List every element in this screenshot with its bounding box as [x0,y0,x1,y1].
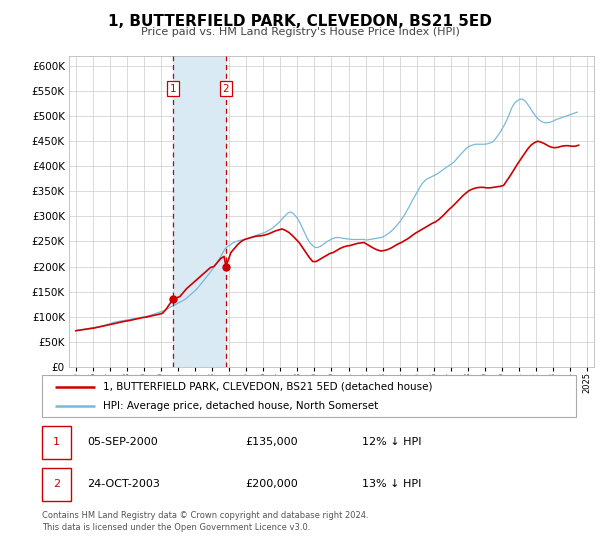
Text: £200,000: £200,000 [245,479,298,489]
Text: 1: 1 [53,437,60,447]
Text: 1, BUTTERFIELD PARK, CLEVEDON, BS21 5ED (detached house): 1, BUTTERFIELD PARK, CLEVEDON, BS21 5ED … [103,381,433,391]
Text: Contains HM Land Registry data © Crown copyright and database right 2024.
This d: Contains HM Land Registry data © Crown c… [42,511,368,532]
Bar [173,56,226,367]
Text: 24-OCT-2003: 24-OCT-2003 [88,479,160,489]
Text: 05-SEP-2000: 05-SEP-2000 [88,437,158,447]
Text: HPI: Average price, detached house, North Somerset: HPI: Average price, detached house, Nort… [103,401,379,411]
Text: 1, BUTTERFIELD PARK, CLEVEDON, BS21 5ED: 1, BUTTERFIELD PARK, CLEVEDON, BS21 5ED [108,14,492,29]
Bar [42,426,71,459]
Text: 2: 2 [53,479,60,489]
Text: £135,000: £135,000 [245,437,298,447]
Text: 2: 2 [223,83,229,94]
Text: 1: 1 [170,83,176,94]
Text: Price paid vs. HM Land Registry's House Price Index (HPI): Price paid vs. HM Land Registry's House … [140,27,460,37]
Text: 13% ↓ HPI: 13% ↓ HPI [362,479,422,489]
Bar [42,468,71,501]
Text: 12% ↓ HPI: 12% ↓ HPI [362,437,422,447]
